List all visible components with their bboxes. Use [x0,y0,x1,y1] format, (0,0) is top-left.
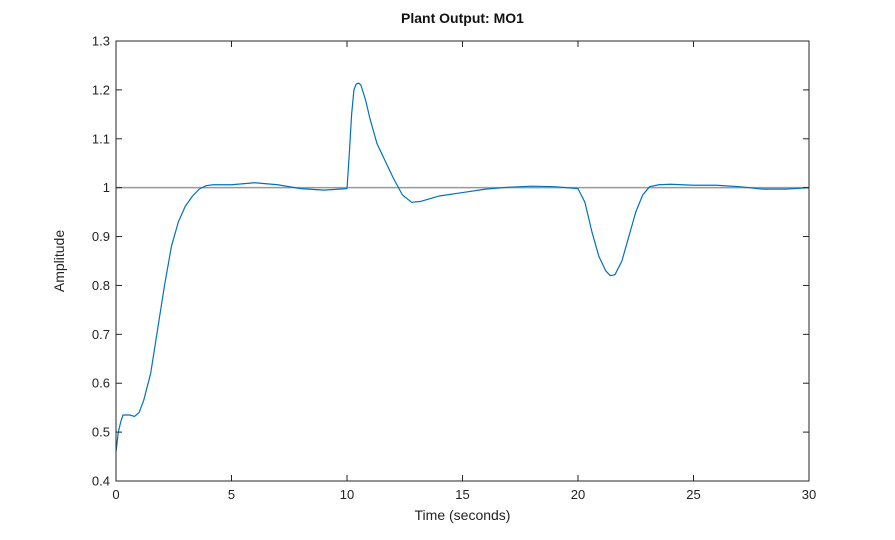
y-tick-label: 0.9 [92,229,110,244]
y-tick-label: 0.6 [92,376,110,391]
x-tick-label: 30 [802,487,816,502]
x-tick-label: 25 [686,487,700,502]
y-axis-label: Amplitude [51,230,67,292]
x-tick-label: 20 [571,487,585,502]
y-tick-label: 0.5 [92,425,110,440]
y-tick-label: 1.2 [92,82,110,97]
x-tick-label: 0 [112,487,119,502]
x-axis-label: Time (seconds) [415,507,511,523]
y-tick-label: 0.8 [92,278,110,293]
y-tick-label: 1 [103,180,110,195]
x-tick-label: 5 [228,487,235,502]
x-tick-label: 10 [340,487,354,502]
axes-layer: 0 5 10 15 20 25 30 0.4 0.5 0.6 0.7 0.8 0.9 1 1.1 1.2 1.3 [92,34,816,503]
chart-title: Plant Output: MO1 [401,10,524,26]
x-tick-label: 15 [455,487,469,502]
y-tick-label: 1.3 [92,34,110,49]
y-tick-label: 0.7 [92,327,110,342]
output-line [115,82,810,452]
series-layer [115,82,810,452]
plot-area [116,41,809,481]
y-tick-label: 0.4 [92,474,110,489]
y-tick-label: 1.1 [92,131,110,146]
